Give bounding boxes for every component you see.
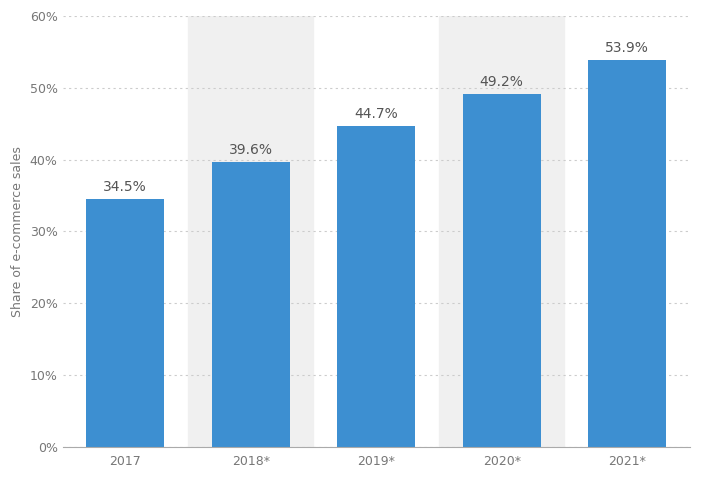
Bar [463, 93, 540, 446]
Y-axis label: Share of e-commerce sales: Share of e-commerce sales [11, 146, 24, 317]
Bar [337, 126, 415, 446]
Bar [212, 162, 290, 446]
Text: 49.2%: 49.2% [479, 75, 524, 89]
Bar [86, 199, 164, 446]
Text: 39.6%: 39.6% [229, 143, 273, 158]
Text: 34.5%: 34.5% [103, 180, 147, 194]
Bar [588, 60, 666, 446]
Bar [439, 16, 564, 446]
Text: 53.9%: 53.9% [605, 41, 649, 55]
Bar [188, 16, 313, 446]
Text: 44.7%: 44.7% [354, 107, 398, 121]
